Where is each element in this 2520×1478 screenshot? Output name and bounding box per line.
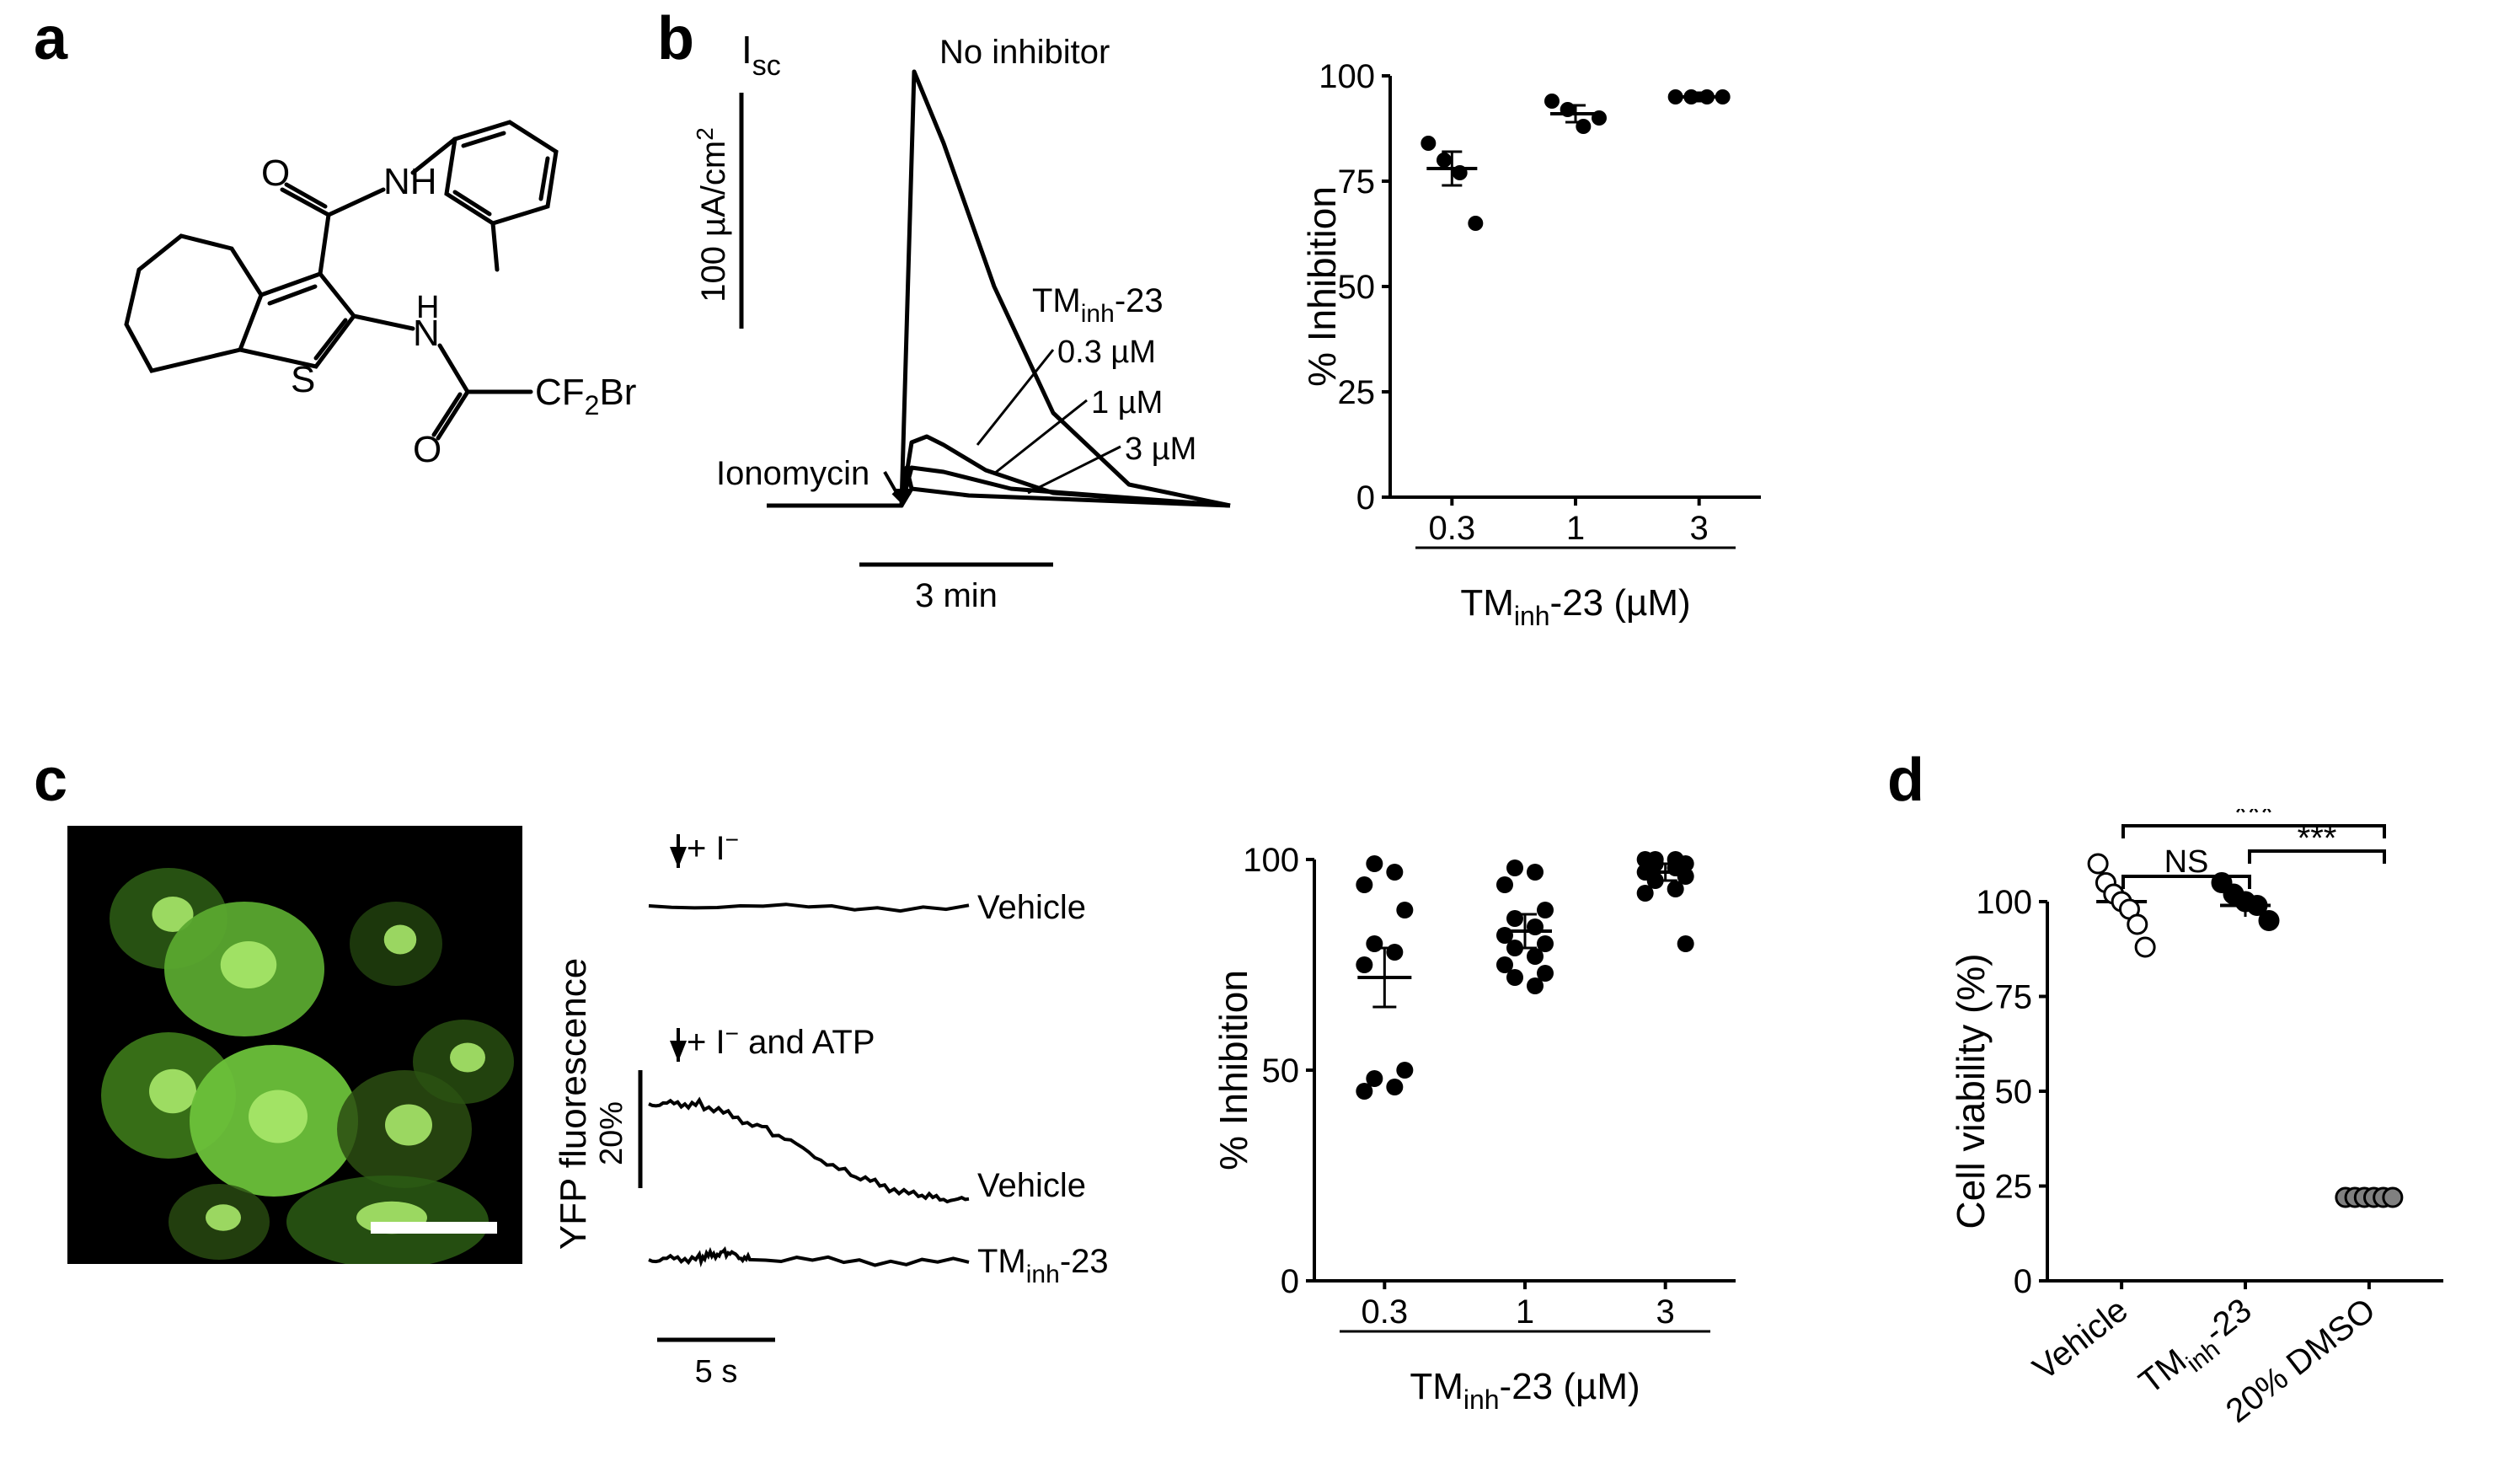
- svg-text:50: 50: [1338, 269, 1376, 306]
- scalebar: [371, 1222, 497, 1234]
- chem-s: S: [291, 359, 315, 400]
- svg-text:0: 0: [1281, 1263, 1299, 1300]
- panel-b-traces: Isc 100 µA/cm2 Ionomycin 3 min No inhibi…: [691, 17, 1264, 640]
- trace-c3: 3 µM: [1125, 431, 1196, 467]
- yfp-xscale: 5 s: [695, 1354, 738, 1390]
- trace-prefix: TMinh-23: [1032, 282, 1164, 328]
- trace-c2: 1 µM: [1091, 385, 1163, 420]
- yfp-yscale: 20%: [594, 1101, 629, 1165]
- panel-d-label: d: [1887, 750, 1924, 811]
- chem-o2: O: [413, 429, 441, 470]
- sig-ns: NS: [2164, 844, 2209, 880]
- svg-text:1: 1: [1516, 1293, 1534, 1331]
- chem-cf2br: CF2Br: [535, 372, 636, 420]
- svg-text:3: 3: [1690, 510, 1709, 547]
- sig-star1: ***: [2298, 820, 2337, 857]
- panel-c-traces: YFP fluorescence 20% 5 s + I− Vehicle + …: [556, 801, 1163, 1407]
- b-xlabel: TMinh-23 (µM): [1460, 582, 1690, 631]
- isc-xscale: 3 min: [915, 577, 998, 614]
- ionomycin-label: Ionomycin: [716, 455, 869, 492]
- vehicle-top: Vehicle: [977, 889, 1086, 926]
- isc-yscale: 100 µA/cm2: [692, 127, 732, 303]
- iodide-top: + I−: [687, 827, 739, 867]
- svg-text:0: 0: [1356, 479, 1375, 517]
- svg-text:Vehicle: Vehicle: [2026, 1291, 2135, 1387]
- svg-text:50: 50: [1262, 1052, 1300, 1090]
- svg-text:100: 100: [1319, 58, 1375, 95]
- svg-text:0.3: 0.3: [1362, 1293, 1409, 1331]
- svg-text:100: 100: [1243, 842, 1299, 879]
- svg-text:0.3: 0.3: [1429, 510, 1476, 547]
- sig-star2: ***: [2234, 809, 2274, 832]
- iodide-mid: + I− and ATP: [687, 1020, 875, 1061]
- c-xlabel: TMinh-23 (µM): [1410, 1366, 1640, 1415]
- panel-c-chart: % Inhibition 0 50 100 0.3 1 3 TMinh-23 (µM): [1196, 809, 1803, 1432]
- svg-text:50: 50: [1995, 1074, 2033, 1111]
- svg-text:0: 0: [2014, 1263, 2032, 1300]
- c-ylabel: % Inhibition: [1212, 970, 1255, 1170]
- yfp-ylabel: YFP fluorescence: [556, 958, 594, 1250]
- figure-root: a b c d: [0, 0, 2520, 1478]
- chem-nh1: NH: [383, 161, 437, 202]
- chem-o1: O: [261, 153, 290, 194]
- svg-text:100: 100: [1976, 884, 2032, 921]
- vehicle-mid: Vehicle: [977, 1167, 1086, 1204]
- panel-c-image: [67, 826, 522, 1264]
- svg-text:25: 25: [1995, 1169, 2033, 1206]
- isc-label: Isc: [741, 28, 781, 82]
- panel-a-structure: O NH N H S O CF2Br: [51, 59, 640, 598]
- svg-text:3: 3: [1656, 1293, 1675, 1331]
- inhibitor-mid: TMinh-23: [977, 1243, 1109, 1288]
- panel-b-label: b: [657, 8, 694, 69]
- svg-text:75: 75: [1995, 979, 2033, 1016]
- svg-text:25: 25: [1338, 374, 1376, 411]
- svg-text:1: 1: [1566, 510, 1585, 547]
- chem-nh2h: H: [416, 290, 439, 325]
- panel-d-chart: Cell viability (%) 0255075100 VehicleTMi…: [1938, 809, 2511, 1466]
- panel-b-chart: % Inhibition 0255075100 0.313 TMinh-23 (…: [1289, 25, 1828, 649]
- panel-c-label: c: [34, 750, 67, 811]
- svg-text:75: 75: [1338, 163, 1376, 201]
- trace-noinh: No inhibitor: [939, 34, 1110, 71]
- d-ylabel: Cell viability (%): [1949, 953, 1993, 1229]
- trace-c1: 0.3 µM: [1057, 335, 1156, 370]
